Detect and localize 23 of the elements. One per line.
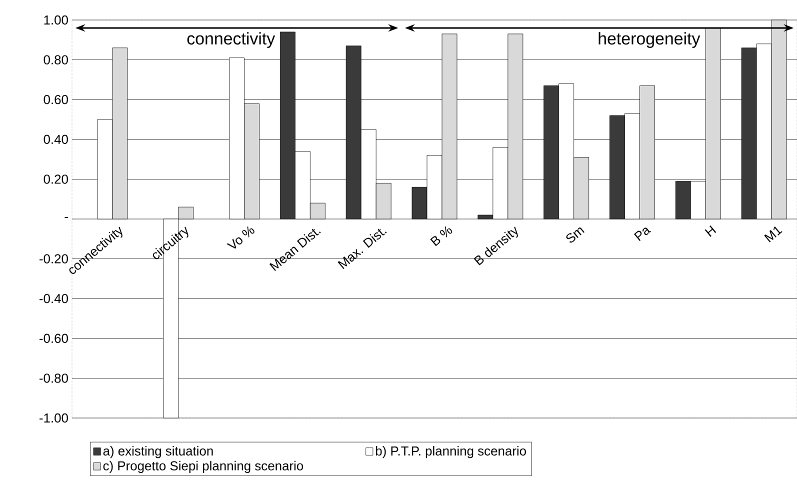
x-tick-label: M1 bbox=[764, 226, 782, 242]
y-tick-label: - bbox=[64, 217, 68, 218]
y-tick-label: 0.60 bbox=[44, 95, 68, 104]
y-tick-label: -0.20 bbox=[40, 254, 68, 264]
x-tick-label: Vo % bbox=[226, 226, 254, 249]
y-tick-label: 0.80 bbox=[44, 55, 68, 64]
legend-label: c) Progetto Siepi planning scenario bbox=[103, 460, 304, 473]
annotation: connectivity bbox=[187, 32, 276, 48]
y-tick-label: -1.00 bbox=[40, 413, 68, 423]
legend-label: a) existing situation bbox=[103, 446, 213, 458]
annotation: heterogeneity bbox=[598, 32, 700, 48]
y-tick-label: -0.80 bbox=[40, 374, 68, 383]
legend-label: b) P.T.P. planning scenario bbox=[376, 446, 526, 458]
x-tick-label: H bbox=[704, 225, 716, 237]
y-tick-label: 0.20 bbox=[44, 174, 68, 184]
y-tick-label: 0.40 bbox=[44, 134, 68, 144]
y-tick-label: -0.40 bbox=[40, 294, 68, 304]
y-tick-label: 1.00 bbox=[44, 15, 68, 25]
x-tick-label: B % bbox=[430, 226, 452, 246]
x-tick-label: Pa bbox=[634, 228, 651, 241]
y-tick-label: -0.60 bbox=[40, 334, 68, 343]
x-tick-label: Sm bbox=[566, 228, 585, 243]
x-tick-label: Max. Dist. bbox=[338, 228, 387, 269]
